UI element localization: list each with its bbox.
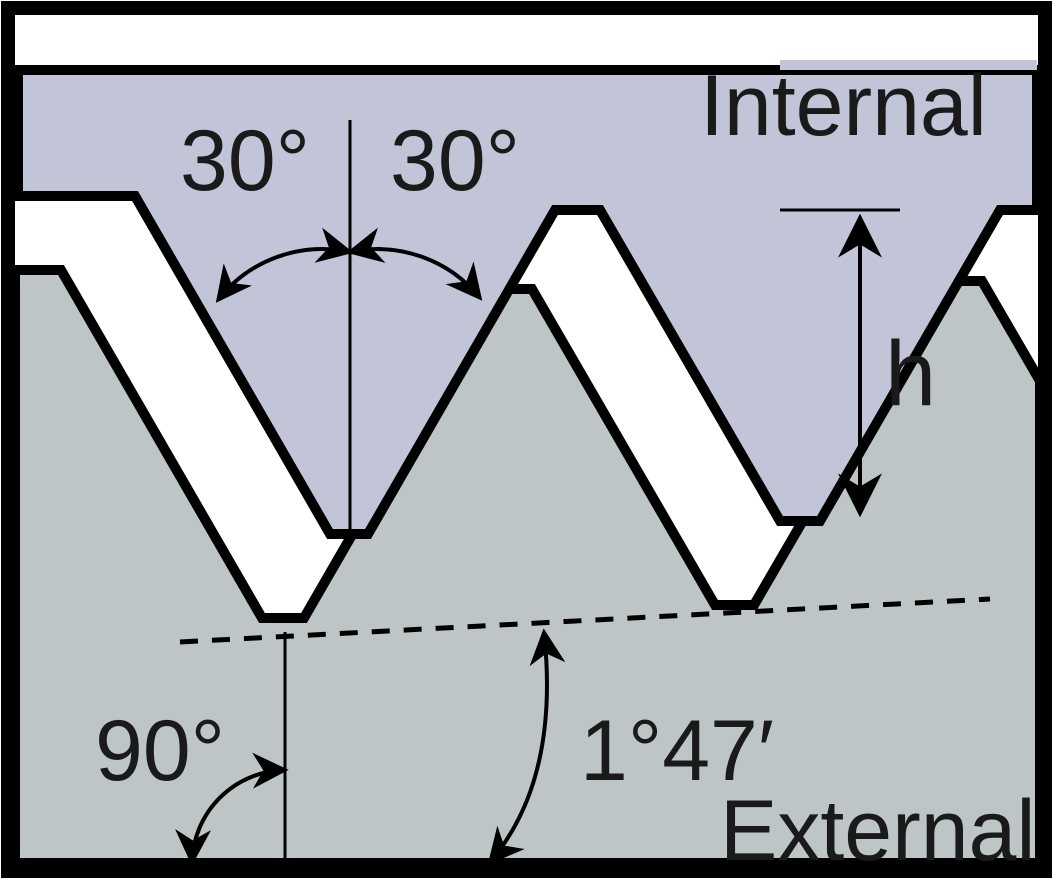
label-30-right: 30° bbox=[390, 113, 520, 209]
label-30-left: 30° bbox=[180, 113, 310, 209]
label-90: 90° bbox=[95, 703, 225, 799]
label-internal: Internal bbox=[700, 58, 987, 154]
thread-diagram: 30° 30° Internal h 90° 1°47′ External bbox=[0, 0, 1053, 879]
label-h: h bbox=[885, 323, 936, 425]
